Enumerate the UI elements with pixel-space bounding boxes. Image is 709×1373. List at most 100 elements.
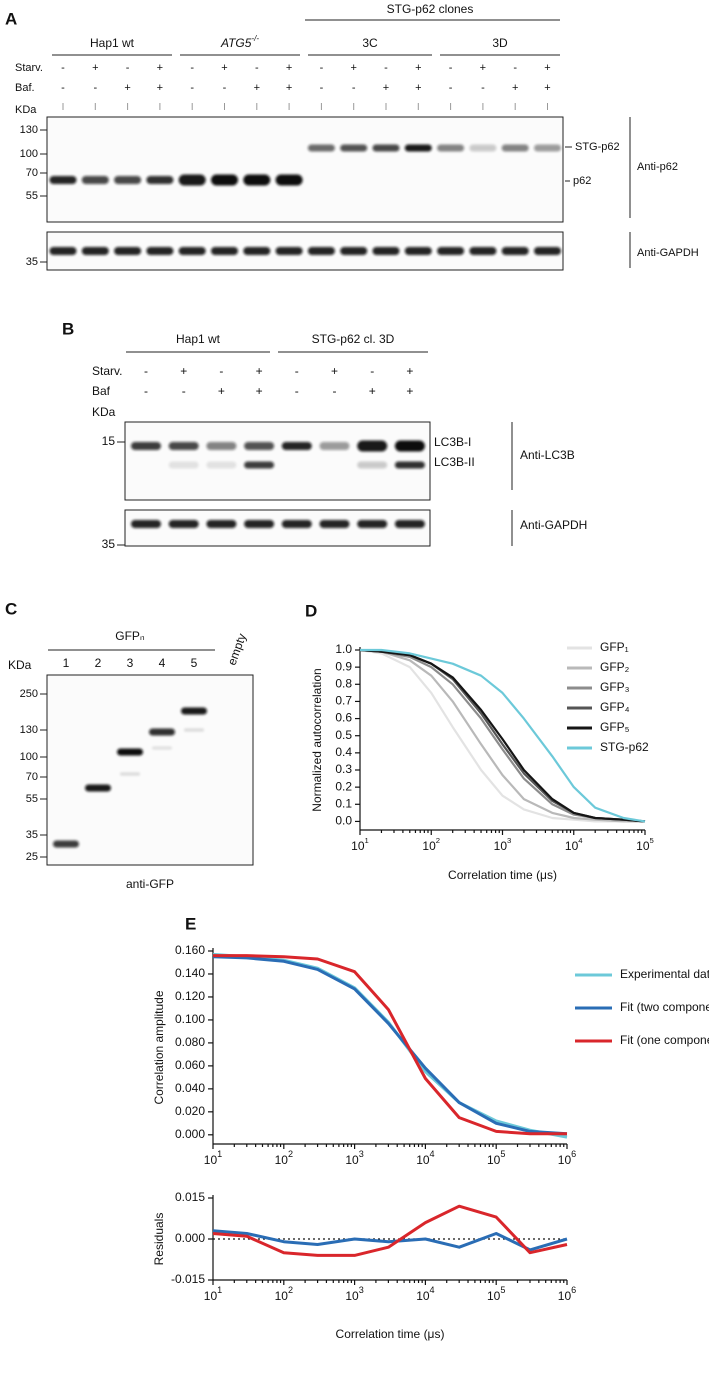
band <box>206 442 237 450</box>
x-tick-exponent: 5 <box>500 1285 505 1295</box>
band <box>168 461 199 469</box>
x-tick-exponent: 5 <box>650 836 654 845</box>
band <box>340 247 368 255</box>
group-name: Hap1 wt <box>90 36 135 50</box>
treatment-sign: + <box>124 82 130 94</box>
blot <box>46 674 254 866</box>
treatment-sign: - <box>370 364 374 378</box>
band <box>534 144 561 152</box>
marker-label: 70 <box>26 771 38 783</box>
treatment-sign: + <box>369 384 376 398</box>
band <box>81 176 109 184</box>
x-tick-base: 10 <box>275 1289 289 1303</box>
y-axis-title: Residuals <box>152 1213 166 1266</box>
treatment-sign: - <box>61 82 65 94</box>
band <box>372 144 400 152</box>
band <box>394 461 425 469</box>
band <box>184 728 204 732</box>
row-label: Baf. <box>15 82 35 94</box>
band-label: STG-p62 <box>575 141 620 153</box>
series-line <box>359 648 645 823</box>
x-tick-label: 102 <box>275 1285 293 1303</box>
x-tick-exponent: 6 <box>571 1285 576 1295</box>
y-tick-label: 0.0 <box>335 814 352 828</box>
band <box>275 247 303 255</box>
treatment-sign: + <box>256 364 263 378</box>
y-tick-label: 0.140 <box>175 966 205 980</box>
x-tick-base: 10 <box>422 839 436 853</box>
x-tick-base: 10 <box>558 1153 572 1167</box>
band <box>131 442 161 450</box>
series-line <box>213 954 567 1136</box>
band <box>49 176 77 184</box>
marker-label: 35 <box>26 829 38 841</box>
y-tick-label: 0.100 <box>175 1012 205 1026</box>
band <box>357 440 388 452</box>
lane-label: 4 <box>159 656 166 670</box>
x-tick-exponent: 3 <box>359 1285 364 1295</box>
treatment-sign: + <box>480 62 486 74</box>
band-label: p62 <box>573 175 591 187</box>
treatment-sign: - <box>384 62 388 74</box>
band <box>146 247 174 255</box>
y-tick-label: 0.7 <box>335 694 352 708</box>
blot <box>124 509 431 547</box>
x-tick-base: 10 <box>416 1289 430 1303</box>
row-label: Starv. <box>92 364 122 378</box>
band <box>114 176 142 184</box>
y-tick-label: 0.000 <box>175 1127 205 1141</box>
treatment-sign: - <box>481 82 485 94</box>
legend-label: Fit (one component) <box>620 1033 709 1047</box>
legend-label: GFP₄ <box>600 700 630 714</box>
group-name: 3D <box>492 36 508 50</box>
band <box>120 772 140 776</box>
y-tick-label: -0.015 <box>171 1272 205 1286</box>
treatment-sign: + <box>406 364 413 378</box>
x-tick-exponent: 3 <box>359 1149 364 1159</box>
treatment-sign: + <box>383 82 389 94</box>
treatment-sign: - <box>190 82 194 94</box>
band <box>394 520 425 528</box>
band <box>307 144 335 152</box>
legend-label: Experimental data <box>620 967 709 981</box>
treatment-sign: + <box>544 82 550 94</box>
marker-label: 15 <box>102 434 116 448</box>
x-tick-exponent: 3 <box>507 836 511 845</box>
group-header: Hap1 wt <box>90 36 135 50</box>
y-tick-label: 0.2 <box>335 779 352 793</box>
marker-label: 55 <box>26 793 38 805</box>
x-tick-label: 105 <box>487 1285 505 1303</box>
treatment-sign: - <box>144 384 148 398</box>
band <box>243 174 271 186</box>
x-tick-label: 102 <box>275 1149 293 1167</box>
x-tick-exponent: 6 <box>571 1149 576 1159</box>
series-line <box>212 952 568 1139</box>
band <box>149 728 175 736</box>
band <box>211 247 238 255</box>
y-tick-label: 0.6 <box>335 711 352 725</box>
lane-label: 1 <box>63 656 70 670</box>
treatment-sign: + <box>254 82 260 94</box>
group-header: 3D <box>492 36 508 50</box>
kda-label: KDa <box>8 658 32 672</box>
panel-label: E <box>185 914 196 933</box>
treatment-sign: - <box>449 62 453 74</box>
band <box>340 144 368 152</box>
y-tick-label: 0.000 <box>175 1231 205 1245</box>
x-tick-base: 10 <box>275 1153 289 1167</box>
band <box>53 840 79 848</box>
panel-label: A <box>5 9 17 28</box>
treatment-sign: + <box>221 62 227 74</box>
x-tick-exponent: 4 <box>430 1285 435 1295</box>
x-tick-label: 104 <box>416 1285 434 1303</box>
marker-label: 25 <box>26 851 38 863</box>
group-header: ATG5-/- <box>220 34 259 50</box>
x-tick-label: 106 <box>558 1285 576 1303</box>
x-tick-label: 101 <box>351 836 369 853</box>
treatment-sign: - <box>333 384 337 398</box>
treatment-sign: + <box>256 384 263 398</box>
x-tick-label: 101 <box>204 1149 222 1167</box>
band <box>81 247 109 255</box>
band <box>181 707 207 715</box>
band <box>206 520 237 528</box>
